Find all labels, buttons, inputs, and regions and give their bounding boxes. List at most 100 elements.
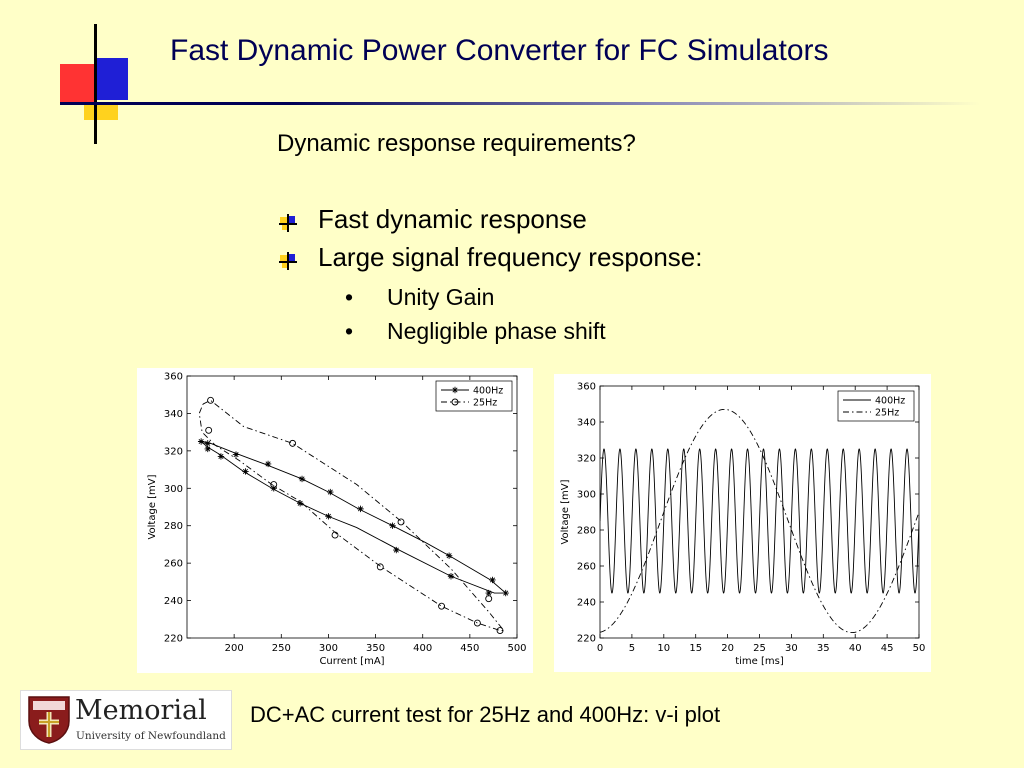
x-tick-label: 500: [507, 643, 526, 654]
data-point-star: [325, 513, 332, 520]
data-point-circle: [438, 602, 446, 610]
title-rule: [60, 102, 980, 105]
data-point-star: [204, 445, 211, 453]
slide-subtitle: Dynamic response requirements?: [277, 130, 636, 157]
y-tick-label: 240: [164, 596, 183, 607]
vertical-rule: [94, 24, 97, 144]
time-plot-svg: 0 5 10 15 20 25 30 35 40 45 50 220 240 260 280 300 320 34…: [560, 382, 926, 668]
data-point-circle: [451, 398, 459, 406]
y-tick-label: 260: [577, 562, 596, 573]
data-point-circle: [289, 439, 297, 447]
bullet-cross-icon: [279, 214, 297, 232]
data-point-star: [502, 589, 509, 597]
data-point-star: [389, 522, 396, 529]
series-line-400hz: [200, 441, 507, 594]
plot-area: [600, 408, 919, 634]
legend-box: [435, 380, 513, 412]
bullet-cross-icon: [279, 252, 297, 270]
data-point-star: [447, 573, 455, 580]
y-tick-label: 340: [164, 409, 183, 420]
data-point-star: [298, 475, 306, 483]
y-tick-label: 220: [164, 634, 183, 645]
data-point-circle: [270, 481, 278, 488]
x-tick-label: 40: [849, 643, 862, 654]
subbullet-marker: •: [345, 284, 354, 310]
y-tick-label: 360: [577, 382, 596, 393]
data-point-circle: [376, 563, 384, 571]
y-tick-label: 320: [164, 446, 183, 457]
x-tick-label: 200: [225, 643, 244, 654]
data-point-star: [357, 505, 364, 513]
x-tick-label: 400: [413, 643, 432, 654]
series-line-25hz: [600, 408, 919, 634]
legend-label: 25Hz: [875, 408, 899, 419]
series-line-25hz: [198, 399, 505, 631]
data-point-star: [204, 440, 211, 447]
blue-square-decoration: [96, 58, 128, 100]
data-point-star: [242, 468, 249, 475]
bullet-label: Fast dynamic response: [318, 204, 587, 234]
data-point-star: [451, 386, 459, 394]
y-axis-label: Voltage [mV]: [560, 479, 571, 544]
y-tick-label: 340: [577, 418, 596, 429]
data-point-star: [232, 451, 240, 458]
data-point-star: [445, 552, 453, 559]
data-point-star: [197, 438, 205, 445]
legend-label: 400Hz: [473, 386, 503, 397]
data-point-circle: [485, 595, 493, 603]
x-tick-label: 30: [785, 643, 798, 654]
y-axis-label: Voltage [mV]: [147, 474, 158, 539]
y-tick-label: 260: [164, 559, 183, 570]
x-tick-label: 15: [689, 643, 702, 654]
plot-frame: [186, 375, 518, 639]
x-tick-label: 50: [913, 643, 926, 654]
bullet-label: Large signal frequency response:: [318, 242, 703, 272]
x-tick-label: 450: [460, 643, 479, 654]
vi-plot: 200 250 300 350 400 450 500 220 240 260 280 300 320 3…: [137, 368, 533, 673]
subbullet-label: Unity Gain: [387, 284, 495, 310]
data-point-circle: [473, 619, 481, 627]
y-tick-label: 320: [577, 454, 596, 465]
data-point-circle: [207, 396, 215, 404]
data-point-star: [327, 488, 334, 496]
data-point-circle: [496, 627, 504, 634]
x-axis-label: Current [mA]: [319, 656, 384, 667]
data-point-circle: [397, 518, 405, 526]
shield-crest-icon: [28, 696, 70, 744]
data-point-star: [217, 453, 225, 460]
data-point-star: [296, 500, 304, 507]
x-tick-label: 45: [881, 643, 894, 654]
y-tick-label: 300: [577, 490, 596, 501]
x-tick-label: 0: [597, 643, 603, 654]
subbullet-marker: •: [345, 318, 354, 344]
red-square-decoration: [60, 64, 96, 102]
slide-title: Fast Dynamic Power Converter for FC Simu…: [170, 34, 829, 67]
series-line-400hz: [600, 448, 919, 594]
x-tick-label: 25: [753, 643, 766, 654]
x-tick-label: 20: [721, 643, 734, 654]
time-plot: 0 5 10 15 20 25 30 35 40 45 50 220 240 260 280 300 320 34…: [554, 374, 931, 672]
legend-label: 400Hz: [875, 396, 905, 407]
subbullet-label: Negligible phase shift: [387, 318, 606, 344]
x-tick-label: 5: [629, 643, 635, 654]
x-tick-label: 35: [817, 643, 830, 654]
vi-plot-svg: 200 250 300 350 400 450 500 220 240 260 280 300 320 3…: [147, 372, 527, 668]
university-logo: Memorial University of Newfoundland: [20, 690, 232, 750]
y-tick-label: 240: [577, 598, 596, 609]
logo-subtitle: University of Newfoundland: [76, 730, 226, 742]
y-tick-label: 280: [577, 526, 596, 537]
data-point-circle: [331, 531, 339, 539]
x-tick-label: 350: [366, 643, 385, 654]
plot-area: [197, 396, 509, 634]
y-tick-label: 220: [577, 634, 596, 645]
legend-label: 25Hz: [473, 398, 497, 409]
y-tick-label: 360: [164, 372, 183, 383]
logo-name: Memorial: [75, 695, 207, 726]
data-point-star: [489, 576, 496, 584]
data-point-star: [270, 485, 277, 492]
y-tick-label: 300: [164, 484, 183, 495]
legend-box: [837, 390, 915, 422]
slide-caption: DC+AC current test for 25Hz and 400Hz: v…: [250, 702, 721, 727]
x-axis-label: time [ms]: [735, 656, 784, 667]
